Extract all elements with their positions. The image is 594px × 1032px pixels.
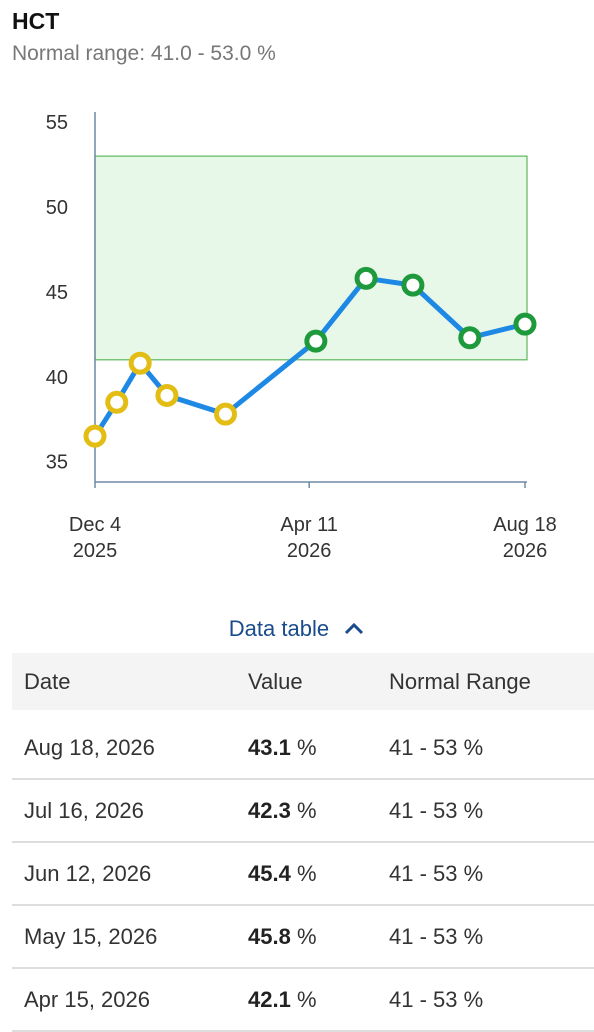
column-header: Value [248,668,303,694]
data-point [105,390,129,414]
table-row: Aug 18, 2026 43.1 % 41 - 53 % [12,717,594,780]
value-cell: 42.3 % [248,798,317,824]
table-row: May 15, 2026 45.8 % 41 - 53 % [12,906,594,969]
chevron-up[interactable] [343,620,365,636]
data-table: Date Value Normal Range Aug 18, 2026 43.1… [12,653,594,1032]
date-cell: Apr 15, 2026 [24,986,150,1012]
x-tick-label: 2026 [287,540,332,562]
value: 43.1 [248,734,291,760]
data-point [304,329,328,353]
data-point [128,351,152,375]
value: 42.1 [248,986,291,1012]
data-point [155,383,179,407]
range-cell: 41 - 53 % [389,860,484,886]
table-header: Date Value Normal Range [12,653,594,710]
unit: % [296,986,317,1012]
x-tick-label: Apr 11 [280,514,337,536]
subtitle: Normal range: 41.0 - 53.0 % [12,42,276,65]
data-table-toggle[interactable]: Data table [0,616,594,642]
value: 45.8 [248,923,291,949]
y-tick-label: 50 [46,197,68,219]
y-tick-label: 55 [46,112,68,134]
chart: 35 40 45 50 55 Dec 4 2025 Apr 11 2026 Aug 18 2026 [46,112,557,562]
unit: % [296,734,317,760]
x-tick-label: Dec 4 [69,514,121,536]
table-row: Jul 16, 2026 42.3 % 41 - 53 % [12,780,594,843]
value-cell: 42.1 % [248,987,317,1013]
y-tick-label: 45 [46,282,68,304]
date-cell: May 15, 2026 [24,923,158,949]
table-row: Jun 12, 2026 45.4 % 41 - 53 % [12,843,594,906]
value-cell: 43.1 % [248,735,317,761]
y-tick-label: 35 [46,452,68,474]
unit: % [296,860,317,886]
value-cell: 45.8 % [248,924,317,950]
x-tick-label: 2026 [503,540,548,562]
unit: % [296,797,317,823]
range-cell: 41 - 53 % [389,923,484,949]
table-row: Apr 15, 2026 42.1 % 41 - 53 % [12,969,594,1032]
x-tick-label: Aug 18 [493,514,556,536]
value: 45.4 [248,860,291,886]
date-cell: Jul 16, 2026 [24,797,144,823]
data-point [83,424,107,448]
date-cell: Jun 12, 2026 [24,860,152,886]
data-point [458,326,482,350]
range-cell: 41 - 53 % [389,986,484,1012]
y-tick-label: 40 [46,367,68,389]
range-cell: 41 - 53 % [389,734,484,760]
data-point [354,266,378,290]
toggle-label[interactable]: Data table [228,616,330,641]
value-cell: 45.4 % [248,861,317,887]
unit: % [296,923,317,949]
title: HCT [12,8,60,34]
x-tick-label: 2025 [73,540,118,562]
column-header: Normal Range [389,668,531,694]
column-header: Date [24,668,71,694]
series-line [92,275,526,438]
data-point [513,312,537,336]
date-cell: Aug 18, 2026 [24,734,155,760]
data-point [214,402,238,426]
value: 42.3 [248,797,291,823]
data-point [401,273,425,297]
range-cell: 41 - 53 % [389,797,484,823]
